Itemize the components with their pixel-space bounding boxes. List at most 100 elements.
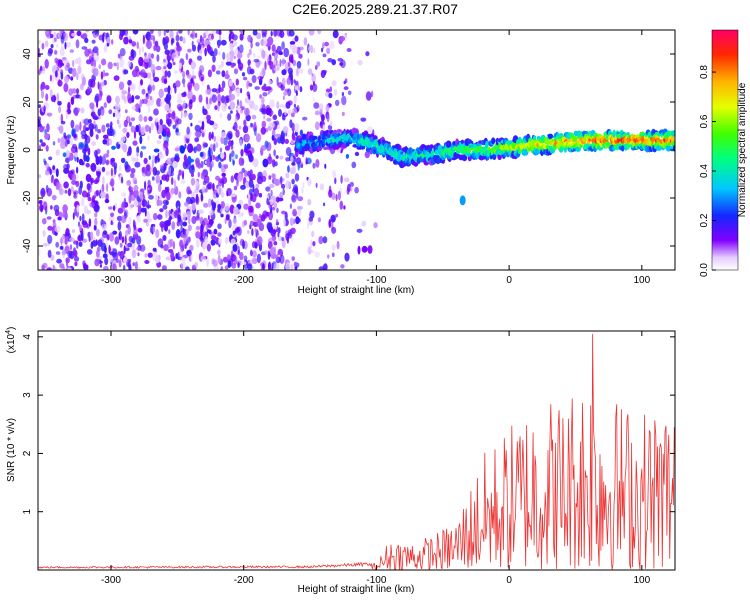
heatmap-cell xyxy=(127,79,132,86)
heatmap-cell xyxy=(318,235,324,245)
heatmap-cell xyxy=(140,207,147,213)
heatmap-cell xyxy=(170,157,176,162)
heatmap-cell xyxy=(242,125,249,134)
heatmap-cell xyxy=(365,51,370,57)
heatmap-cell xyxy=(279,176,283,185)
heatmap-cell xyxy=(165,30,170,33)
heatmap-cell xyxy=(221,80,226,89)
heatmap-cell xyxy=(77,235,82,242)
heatmap-cell xyxy=(256,218,262,227)
heatmap-cell xyxy=(258,78,263,86)
snr-y-tick-label: 4 xyxy=(22,334,33,340)
heatmap-cell xyxy=(97,129,101,134)
heatmap-cell xyxy=(205,89,212,96)
heatmap-cell xyxy=(177,50,181,57)
heatmap-cell xyxy=(75,166,79,174)
heatmap-cell xyxy=(267,36,274,46)
heatmap-cell xyxy=(215,70,221,75)
heatmap-cell xyxy=(86,249,93,255)
heatmap-cell xyxy=(113,62,118,67)
heatmap-cell xyxy=(86,183,91,191)
heatmap-cell xyxy=(290,112,295,118)
heatmap-cell xyxy=(251,114,257,120)
heatmap-cell xyxy=(238,213,242,218)
heatmap-cell xyxy=(191,94,196,103)
heatmap-cell xyxy=(80,197,85,207)
heatmap-cell xyxy=(150,63,156,74)
heatmap-cell xyxy=(86,59,92,65)
heatmap-cell xyxy=(127,225,131,235)
heatmap-cell xyxy=(216,39,222,47)
heatmap-cell xyxy=(152,213,158,221)
heatmap-cell xyxy=(47,234,53,244)
heatmap-cell xyxy=(266,221,272,231)
heatmap-y-axis: -40 -20 0 20 40 xyxy=(22,48,675,253)
heatmap-cell xyxy=(184,201,189,207)
heatmap-cell xyxy=(47,225,53,231)
heatmap-cell xyxy=(95,228,100,237)
heatmap-cell xyxy=(83,118,90,126)
heatmap-cell xyxy=(98,34,104,41)
heatmap-cell xyxy=(129,84,136,90)
heatmap-cell xyxy=(224,265,229,270)
heatmap-cell xyxy=(317,30,322,35)
heatmap-cell xyxy=(194,137,200,143)
heatmap-cell xyxy=(196,39,201,43)
heatmap-cell xyxy=(231,150,235,158)
heatmap-cell xyxy=(56,43,59,48)
heatmap-cell xyxy=(233,68,239,75)
heatmap-cell xyxy=(183,154,187,163)
snr-y-tick-label: 3 xyxy=(22,392,33,398)
heatmap-cell xyxy=(307,58,310,66)
heatmap-cell xyxy=(248,205,254,213)
heatmap-cell xyxy=(253,58,260,63)
heatmap-cell xyxy=(166,191,171,201)
heatmap-cell xyxy=(59,245,64,250)
heatmap-cell xyxy=(72,128,76,135)
heatmap-cell xyxy=(93,224,97,231)
heatmap-cell xyxy=(226,187,232,197)
heatmap-cell xyxy=(147,135,150,141)
heatmap-cell xyxy=(97,170,101,179)
heatmap-cell xyxy=(230,175,234,183)
heatmap-cell xyxy=(181,78,186,85)
heatmap-cell xyxy=(315,182,318,188)
heatmap-cell xyxy=(133,185,139,191)
heatmap-cell xyxy=(286,77,292,85)
heatmap-cell xyxy=(230,144,234,150)
heatmap-cell xyxy=(78,241,83,247)
heatmap-cell xyxy=(182,70,186,79)
heatmap-cell xyxy=(63,167,70,174)
heatmap-cell xyxy=(163,42,168,51)
heatmap-cell xyxy=(250,249,253,257)
heatmap-cell xyxy=(240,184,246,190)
heatmap-cell xyxy=(104,198,110,204)
heatmap-cell xyxy=(210,219,213,227)
heatmap-cell xyxy=(322,42,325,49)
heatmap-cell xyxy=(356,228,363,233)
heatmap-cell xyxy=(272,159,276,168)
heatmap-cell xyxy=(182,170,184,180)
heatmap-cell xyxy=(118,232,121,240)
heatmap-cell xyxy=(55,168,59,178)
heatmap-ridge-cell xyxy=(460,139,464,144)
heatmap-cell xyxy=(223,137,228,146)
heatmap-cell xyxy=(289,217,294,226)
heatmap-cell xyxy=(248,154,253,163)
heatmap-cell xyxy=(52,219,56,224)
heatmap-cell xyxy=(212,259,218,267)
heatmap-cell xyxy=(175,131,181,137)
heatmap-cell xyxy=(271,173,276,179)
heatmap-cell xyxy=(189,165,195,175)
heatmap-cell xyxy=(100,107,105,116)
heatmap-cell xyxy=(112,205,116,211)
heatmap-cell xyxy=(199,34,203,44)
heatmap-cell xyxy=(93,59,97,68)
heatmap-cell xyxy=(161,175,164,181)
heatmap-cell xyxy=(70,169,75,175)
heatmap-cell xyxy=(236,180,239,187)
heatmap-cell xyxy=(79,95,82,100)
heatmap-cell xyxy=(92,67,99,77)
heatmap-cell xyxy=(216,199,219,206)
